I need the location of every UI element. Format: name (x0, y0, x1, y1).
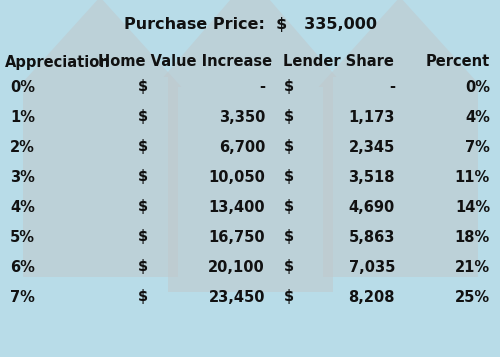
Text: 0%: 0% (465, 80, 490, 95)
Text: 20,100: 20,100 (208, 260, 265, 275)
Text: $: $ (284, 290, 294, 305)
Text: $: $ (138, 200, 148, 215)
Text: 7%: 7% (10, 290, 35, 305)
Text: 7,035: 7,035 (348, 260, 395, 275)
Text: Home Value Increase: Home Value Increase (98, 55, 272, 70)
Text: 18%: 18% (455, 230, 490, 245)
Text: 21%: 21% (455, 260, 490, 275)
Text: 10,050: 10,050 (208, 170, 265, 185)
Bar (168, 77, 332, 292)
Text: Appreciation: Appreciation (5, 55, 111, 70)
Text: 2%: 2% (10, 140, 35, 155)
Text: Purchase Price:  $   335,000: Purchase Price: $ 335,000 (124, 17, 376, 32)
Text: $: $ (138, 80, 148, 95)
Text: 4%: 4% (465, 110, 490, 125)
Text: 16,750: 16,750 (208, 230, 265, 245)
Text: 3,350: 3,350 (218, 110, 265, 125)
Text: 4%: 4% (10, 200, 35, 215)
Text: -: - (389, 80, 395, 95)
Bar (22, 87, 178, 277)
Text: $: $ (284, 140, 294, 155)
Text: 0%: 0% (10, 80, 35, 95)
Text: 13,400: 13,400 (208, 200, 265, 215)
Text: 1%: 1% (10, 110, 35, 125)
Polygon shape (18, 0, 182, 87)
Text: $: $ (138, 140, 148, 155)
Text: -: - (259, 80, 265, 95)
Bar (322, 87, 478, 277)
Text: Lender Share: Lender Share (282, 55, 394, 70)
Text: 11%: 11% (455, 170, 490, 185)
Text: Percent: Percent (426, 55, 490, 70)
Text: 7%: 7% (465, 140, 490, 155)
Text: 3%: 3% (10, 170, 35, 185)
Text: 5,863: 5,863 (348, 230, 395, 245)
Text: 6%: 6% (10, 260, 35, 275)
Text: 25%: 25% (455, 290, 490, 305)
Text: $: $ (284, 80, 294, 95)
Text: $: $ (284, 110, 294, 125)
Polygon shape (318, 0, 482, 87)
Text: 2,345: 2,345 (349, 140, 395, 155)
Text: 14%: 14% (455, 200, 490, 215)
Text: $: $ (138, 260, 148, 275)
Text: 5%: 5% (10, 230, 35, 245)
Text: $: $ (138, 230, 148, 245)
Polygon shape (164, 0, 336, 77)
Text: $: $ (284, 260, 294, 275)
Text: 1,173: 1,173 (348, 110, 395, 125)
Text: 3,518: 3,518 (348, 170, 395, 185)
Text: $: $ (138, 110, 148, 125)
Text: $: $ (284, 170, 294, 185)
Text: 23,450: 23,450 (208, 290, 265, 305)
Text: 6,700: 6,700 (218, 140, 265, 155)
Text: $: $ (284, 200, 294, 215)
Text: $: $ (138, 170, 148, 185)
Text: $: $ (138, 290, 148, 305)
Text: 4,690: 4,690 (349, 200, 395, 215)
Text: $: $ (284, 230, 294, 245)
Text: 8,208: 8,208 (348, 290, 395, 305)
